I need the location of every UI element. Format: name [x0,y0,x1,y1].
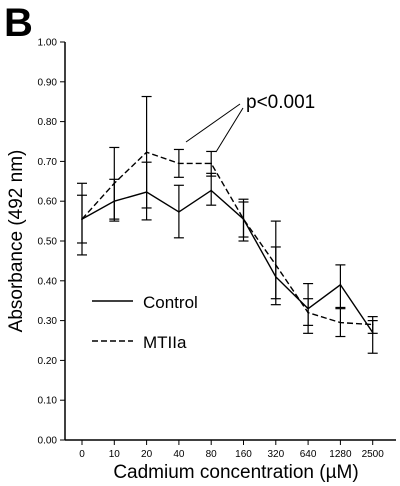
y-tick-label: 0.10 [38,396,58,407]
y-tick-label: 0.50 [38,237,58,248]
annotation-pointer-2 [215,107,244,153]
y-tick-label: 0.80 [38,117,58,128]
y-axis-title: Absorbance (492 nm) [6,150,27,333]
data-point-mtiia [275,264,277,266]
y-tick-label: 0.40 [38,276,58,287]
y-tick-label: 0.60 [38,197,58,208]
y-tick-label: 0.20 [38,356,58,367]
x-tick-label: 40 [173,449,185,460]
data-point-mtiia [307,311,309,314]
annotation-pointer-1 [185,103,241,143]
legend-mt-label: MTIIa [143,333,187,352]
y-tick-label: 1.00 [38,38,58,49]
error-bar-control [206,172,217,206]
data-point-control [178,211,180,213]
y-tick-label: 0.00 [38,436,58,447]
series-line-control [81,189,374,333]
x-tick-label: 0 [79,449,85,460]
data-point-mtiia [371,323,374,326]
data-point-mtiia [242,218,245,220]
y-tick-label: 0.30 [38,316,58,327]
x-tick-label: 160 [235,449,252,460]
error-bar-control [335,264,346,309]
data-point-mtiia [178,162,180,165]
data-point-mtiia [81,218,83,220]
error-bar-mtiia [367,320,378,334]
x-tick-label: 20 [141,449,153,460]
x-tick-label: 80 [206,449,218,460]
series-line-mtiia [81,151,373,326]
x-tick-label: 640 [300,449,317,460]
y-ticks: 0.00 0.10 0.20 0.30 0.40 0.50 0.60 0.70 0.80 0.90… [38,38,65,447]
y-tick-label: 0.90 [38,77,58,88]
significance-annotation: p<0.001 [246,92,315,113]
data-point-control [210,189,212,192]
x-ticks: 0 10 20 40 80 160 320 640 1280 2500 [79,440,384,460]
panel-label: B [4,1,33,45]
x-tick-label: 320 [267,449,284,460]
y-tick-label: 0.70 [38,157,58,168]
data-point-mtiia [145,151,148,154]
x-tick-label: 1280 [329,449,352,460]
data-point-mtiia [210,162,212,165]
legend-control-label: Control [143,293,198,312]
x-tick-label: 10 [109,449,121,460]
data-point-mtiia [339,321,342,324]
x-axis-title: Cadmium concentration (µM) [113,462,358,483]
error-bar-mtiia [270,220,281,300]
series-layer [77,95,378,354]
data-point-mtiia [113,182,116,185]
data-point-control [339,283,342,286]
x-tick-label: 2500 [362,449,385,460]
